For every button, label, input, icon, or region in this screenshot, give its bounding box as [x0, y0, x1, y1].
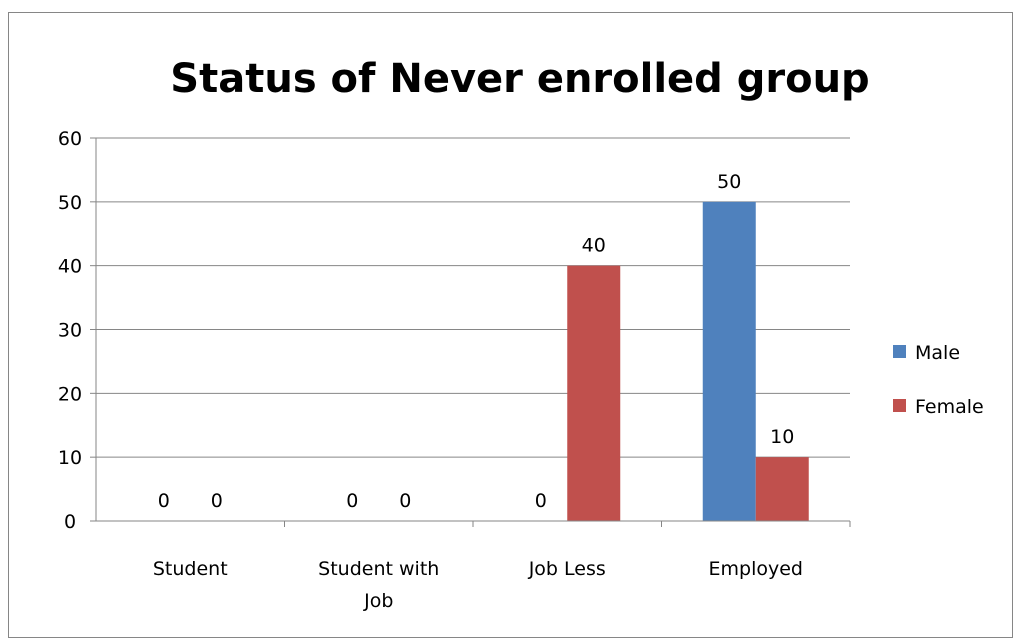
chart-title: Status of Never enrolled group: [170, 56, 869, 102]
x-tick-label: Employed: [709, 558, 803, 580]
y-tick-label: 40: [58, 256, 82, 278]
x-tick-label: Student with Job: [318, 558, 439, 612]
y-tick-label: 50: [58, 192, 82, 214]
data-label: 0: [399, 490, 411, 512]
x-tick-label: Job Less: [528, 558, 606, 580]
data-label: 40: [582, 235, 606, 257]
legend-label-female: Female: [915, 396, 984, 418]
legend-swatch-male: [893, 345, 906, 358]
data-label: 0: [211, 490, 223, 512]
y-axis: 0 10 20 30 40 50 60: [58, 128, 97, 533]
y-tick-label: 60: [58, 128, 82, 150]
bar-female: [567, 265, 621, 521]
chart-frame: [8, 12, 1013, 638]
data-label: 0: [158, 490, 170, 512]
data-labels: 0 0 0 0 0 40 50 10: [158, 171, 795, 512]
y-tick-label: 0: [64, 511, 76, 533]
y-tick-label: 10: [58, 447, 82, 469]
x-tick-label: Student: [153, 558, 228, 580]
bars: [567, 201, 809, 522]
x-axis: Student Student with Job Job Less Employed: [96, 520, 851, 612]
y-tick-label: 30: [58, 320, 82, 342]
data-label: 0: [346, 490, 358, 512]
bar-female: [755, 457, 809, 521]
data-label: 10: [770, 426, 794, 448]
data-label: 50: [717, 171, 741, 193]
legend-label-male: Male: [915, 342, 960, 364]
bar-male: [702, 201, 756, 522]
legend-swatch-female: [893, 399, 906, 412]
y-tick-label: 20: [58, 383, 82, 405]
data-label: 0: [535, 490, 547, 512]
legend: Male Female: [893, 342, 984, 418]
